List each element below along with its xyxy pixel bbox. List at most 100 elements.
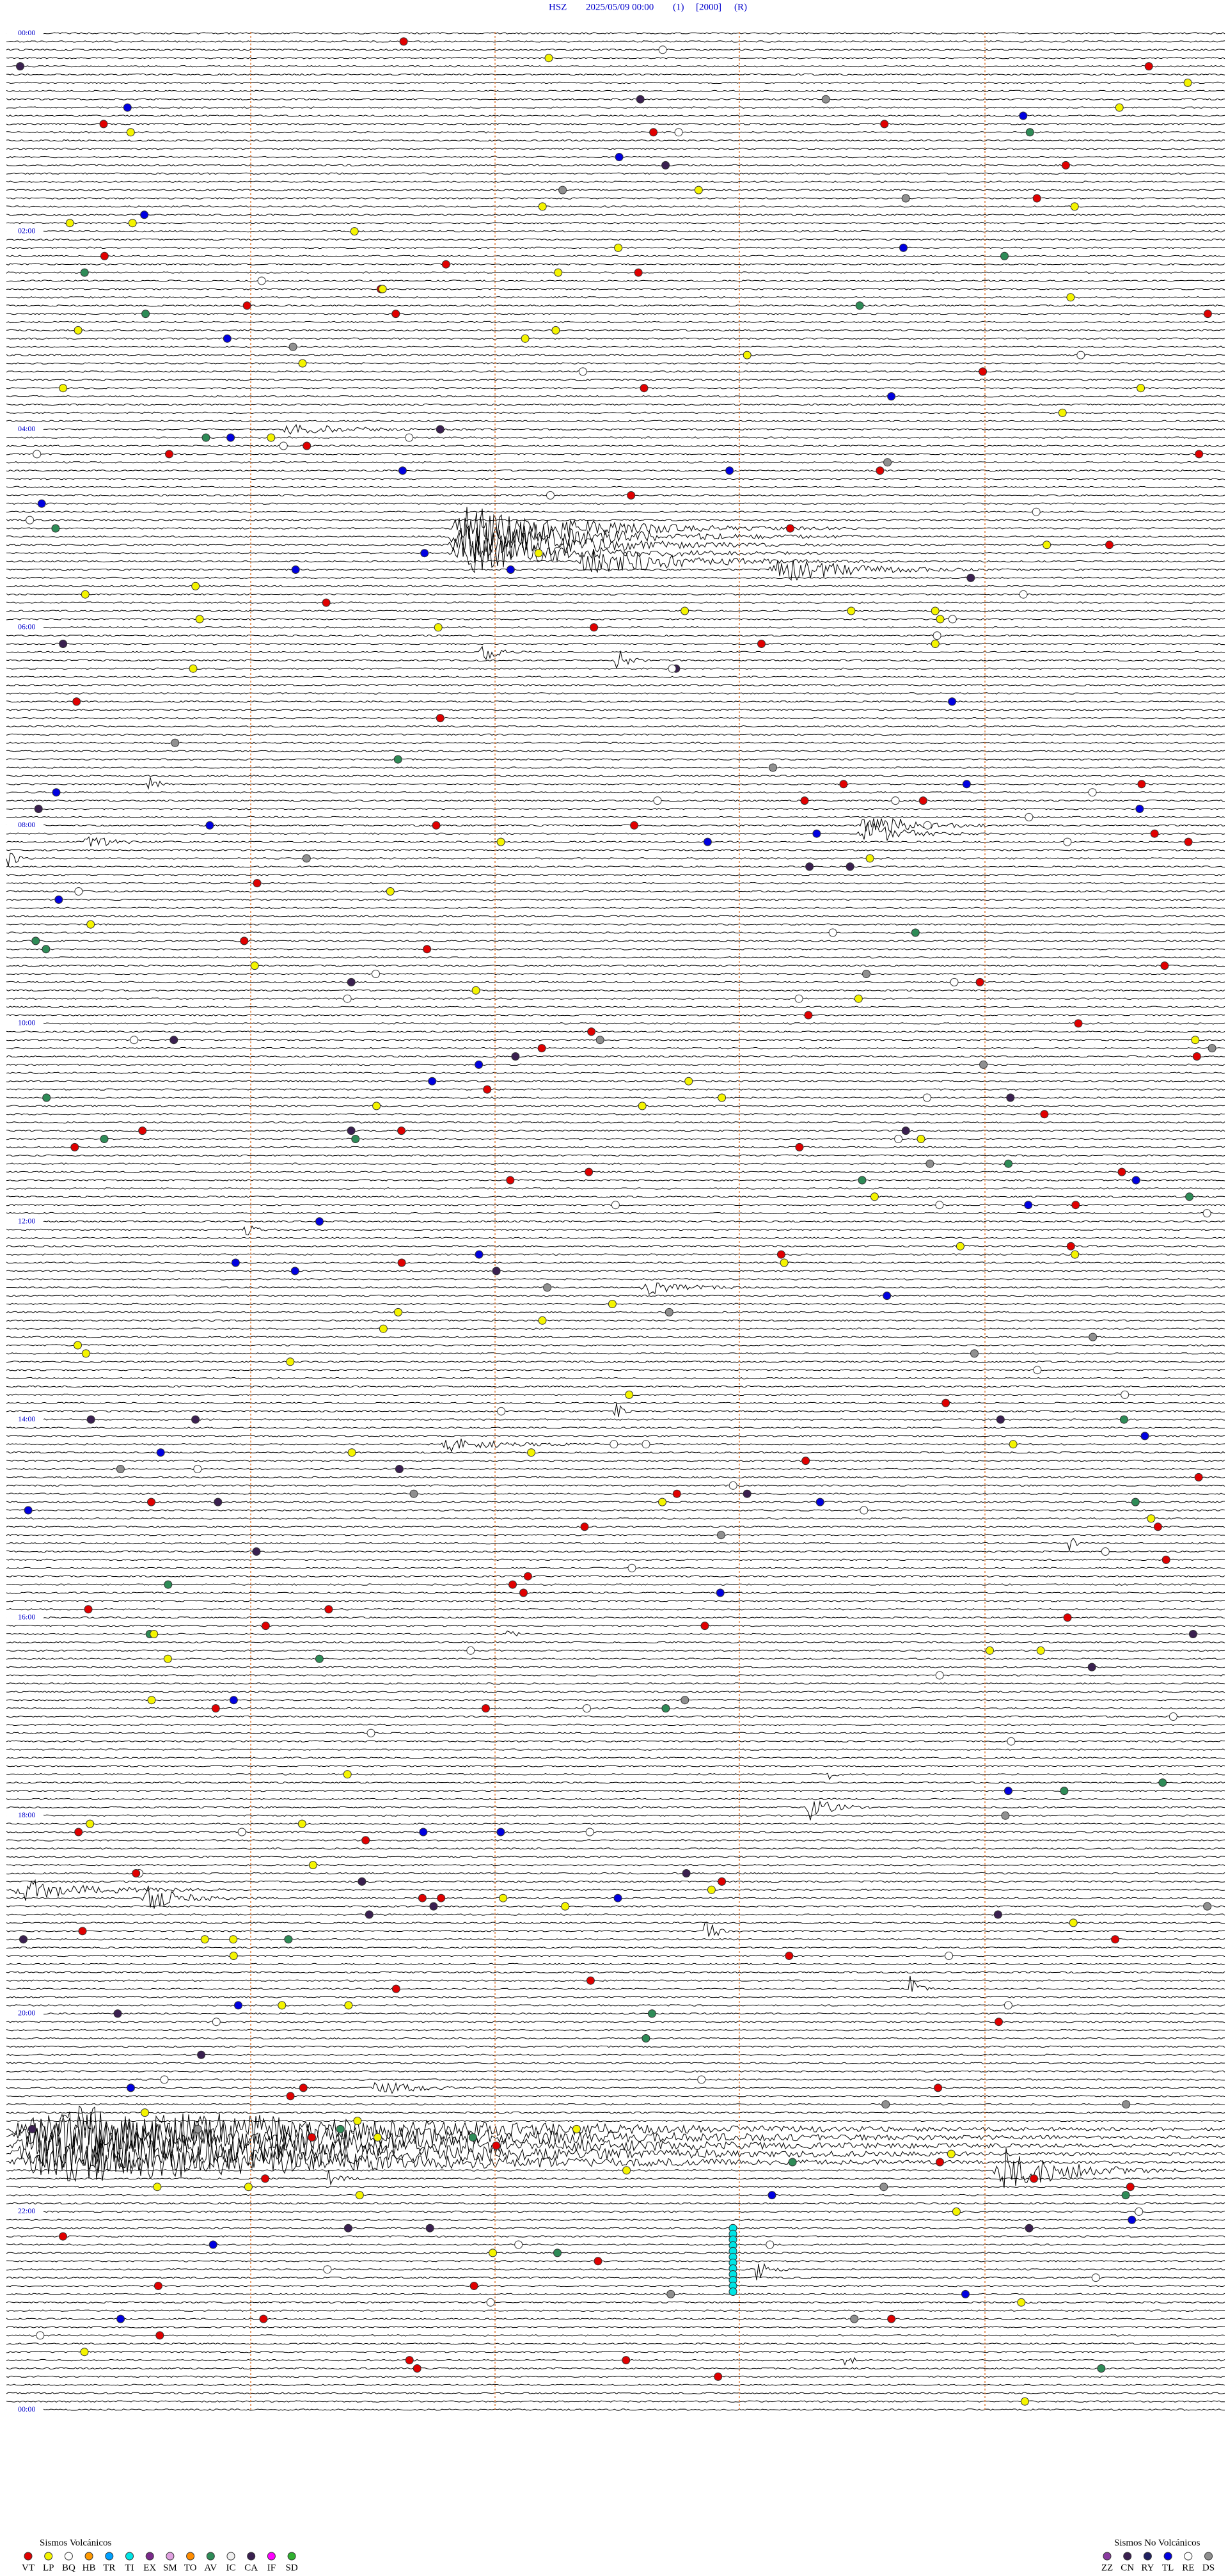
event-dot bbox=[1006, 1093, 1015, 1102]
event-dot bbox=[805, 862, 814, 871]
event-dot bbox=[583, 1704, 591, 1713]
event-dot bbox=[366, 1728, 375, 1737]
event-dot bbox=[508, 1580, 517, 1589]
label-bg bbox=[6, 1018, 43, 1028]
event-dot bbox=[887, 2314, 896, 2323]
trace bbox=[6, 890, 1225, 893]
trace bbox=[6, 123, 1225, 125]
event-dot bbox=[585, 1828, 594, 1837]
trace bbox=[6, 1179, 1225, 1181]
event-dot bbox=[865, 854, 874, 863]
trace bbox=[6, 1055, 1225, 1058]
event-dot bbox=[469, 2282, 478, 2290]
trace bbox=[6, 1195, 1225, 1198]
event-dot bbox=[358, 1877, 366, 1886]
trace bbox=[6, 849, 1225, 851]
event-dot bbox=[28, 2124, 36, 2133]
event-dot bbox=[1025, 812, 1034, 821]
event-dot bbox=[858, 1176, 867, 1185]
trace bbox=[6, 213, 1225, 216]
trace bbox=[6, 271, 1225, 274]
event-dot bbox=[883, 1292, 892, 1300]
event-dot bbox=[34, 805, 43, 813]
event-dot bbox=[527, 1448, 536, 1457]
time-label: 08:00 bbox=[18, 820, 35, 829]
event-dot bbox=[1025, 2224, 1034, 2232]
event-dot bbox=[1158, 1778, 1167, 1787]
trace bbox=[6, 1814, 1225, 1817]
trace bbox=[6, 947, 1225, 951]
legend-marker bbox=[1143, 2552, 1152, 2561]
trace bbox=[6, 1789, 1225, 1792]
event-dot bbox=[386, 887, 395, 896]
legend-marker bbox=[287, 2552, 296, 2561]
trace bbox=[6, 2263, 1225, 2280]
trace bbox=[6, 1723, 1225, 1727]
event-dot bbox=[123, 103, 132, 112]
trace bbox=[6, 873, 1225, 876]
trace bbox=[6, 981, 1225, 984]
trace bbox=[6, 1971, 1225, 1974]
trace bbox=[6, 821, 1225, 841]
legend-code: SD bbox=[286, 2563, 298, 2573]
event-dot bbox=[492, 1267, 501, 1276]
trace bbox=[6, 2111, 1225, 2114]
trace bbox=[6, 1954, 1225, 1957]
event-dot bbox=[642, 1440, 650, 1449]
event-dot bbox=[506, 1176, 515, 1185]
event-dot bbox=[244, 2183, 253, 2192]
event-dot bbox=[428, 1077, 437, 1086]
event-dot bbox=[538, 202, 547, 211]
trace bbox=[6, 2210, 1225, 2213]
event-dot bbox=[891, 796, 900, 805]
trace bbox=[6, 1946, 1225, 1949]
event-dot bbox=[1126, 2183, 1135, 2192]
trace bbox=[6, 2202, 1225, 2205]
event-dot bbox=[718, 1093, 727, 1102]
event-dot bbox=[150, 1630, 159, 1638]
event-dot bbox=[468, 2133, 477, 2142]
trace bbox=[6, 2062, 1225, 2064]
event-dot bbox=[551, 326, 560, 335]
event-dot bbox=[195, 615, 204, 624]
legend-code: TO bbox=[184, 2563, 197, 2573]
trace bbox=[6, 1822, 1225, 1825]
event-dot bbox=[405, 433, 414, 442]
trace bbox=[6, 1402, 1225, 1405]
trace bbox=[6, 1047, 1225, 1050]
event-dot bbox=[1030, 2174, 1039, 2183]
event-dot bbox=[979, 367, 988, 376]
event-dot bbox=[544, 54, 553, 63]
event-dot bbox=[81, 590, 90, 599]
event-dot bbox=[553, 2248, 562, 2257]
trace bbox=[6, 1847, 1225, 1850]
trace bbox=[6, 1451, 1225, 1454]
label-bg bbox=[6, 1613, 43, 1622]
event-dot bbox=[887, 392, 896, 401]
label-bg bbox=[6, 1811, 43, 1821]
event-dot bbox=[212, 2018, 221, 2027]
event-dot bbox=[250, 961, 259, 970]
event-dot bbox=[776, 1250, 785, 1259]
event-dot bbox=[788, 2158, 797, 2167]
event-dot bbox=[259, 2314, 268, 2323]
event-dot bbox=[684, 1077, 693, 1086]
event-dot bbox=[901, 194, 910, 203]
event-dot bbox=[80, 2348, 89, 2357]
event-dot bbox=[728, 1481, 737, 1490]
trace bbox=[6, 1270, 1225, 1272]
legend-code: LP bbox=[43, 2563, 54, 2573]
event-dot bbox=[1115, 103, 1124, 112]
event-dot bbox=[800, 796, 809, 805]
event-dot bbox=[86, 1415, 95, 1424]
event-dot bbox=[975, 977, 984, 986]
trace bbox=[6, 1913, 1225, 1916]
event-dot bbox=[716, 1588, 725, 1597]
event-dot bbox=[223, 334, 232, 343]
event-dot bbox=[879, 2183, 888, 2192]
event-dot bbox=[365, 1910, 374, 1919]
event-dot bbox=[229, 1935, 238, 1944]
event-dot bbox=[211, 1704, 220, 1713]
trace bbox=[6, 559, 1225, 581]
event-dot bbox=[1033, 1366, 1042, 1375]
